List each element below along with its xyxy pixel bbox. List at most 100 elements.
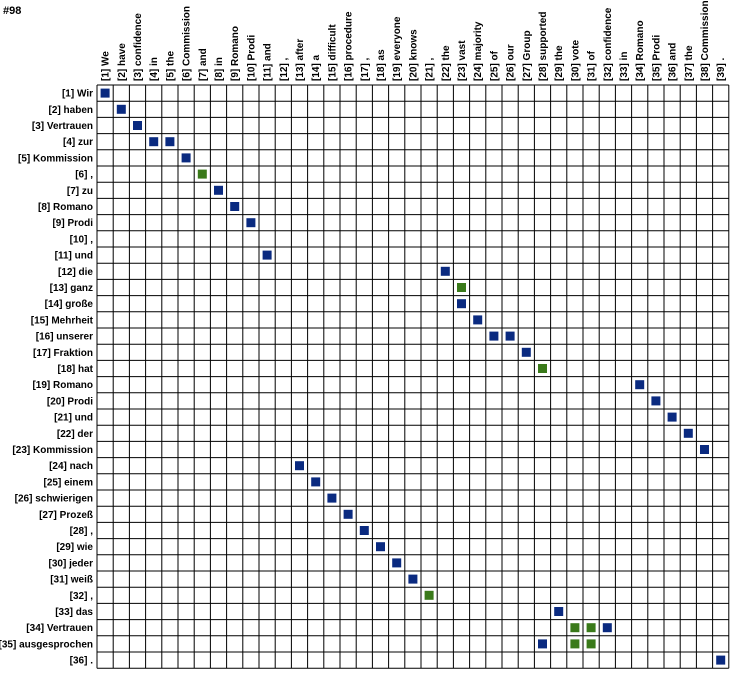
target-word-label: [26] our [506,44,517,81]
possible-alignment-mark [586,623,596,633]
sure-alignment-mark [343,509,353,519]
source-word-label: [29] wie [56,542,93,553]
target-word-label: [18] as [376,49,387,81]
source-word-label: [14] große [45,299,94,310]
possible-alignment-mark [586,639,596,649]
possible-alignment-mark [538,364,547,373]
target-word-label: [31] of [587,50,598,81]
sure-alignment-mark [181,153,191,163]
source-word-label: [33] das [55,607,93,618]
target-word-label: [36] and [668,43,679,81]
sure-alignment-mark [635,380,645,390]
sure-alignment-mark [408,574,418,584]
source-word-label: [36] . [70,656,94,667]
target-word-label: [32] confidence [603,7,614,81]
sure-alignment-mark [392,558,402,568]
target-word-label: [11] and [263,43,274,81]
source-word-label: [25] einem [44,477,94,488]
source-word-label: [10] , [70,234,94,245]
source-word-label: [13] ganz [50,283,93,294]
possible-alignment-mark [197,169,207,179]
sure-alignment-mark [311,477,321,487]
target-word-label: [4] in [149,57,160,81]
target-word-label: [6] Commission [182,6,193,81]
sure-alignment-mark [116,104,126,114]
target-word-label: [37] the [684,45,695,81]
target-word-label: [5] the [165,51,176,81]
possible-alignment-mark [457,283,466,292]
target-word-label: [17] , [360,57,371,81]
sure-alignment-mark [505,331,515,341]
sure-alignment-mark [359,526,369,535]
target-word-label: [3] confidence [133,13,144,81]
source-word-label: [9] Prodi [52,218,93,229]
target-word-label: [10] Prodi [246,35,257,81]
target-word-label: [27] Group [522,30,533,81]
source-word-label: [23] Kommission [12,445,93,456]
source-word-label: [32] , [70,591,94,602]
possible-alignment-mark [570,639,580,649]
source-word-label: [15] Mehrheit [31,315,94,326]
source-word-label: [4] zur [63,137,93,148]
source-word-label: [35] ausgesprochen [0,639,93,650]
source-word-label: [6] , [75,170,93,181]
source-word-label: [5] Kommission [18,153,93,164]
source-word-label: [2] haben [49,105,93,116]
source-word-label: [24] nach [49,461,93,472]
source-word-label: [11] und [55,251,93,262]
source-word-label: [17] Fraktion [33,348,93,359]
target-word-label: [33] in [619,52,630,81]
source-word-label: [7] zu [67,186,93,197]
sure-alignment-mark [683,428,693,438]
sure-alignment-mark [214,185,223,195]
sure-alignment-mark [457,299,466,309]
target-word-label: [13] after [295,39,306,81]
target-word-label: [24] majority [473,21,484,81]
source-word-label: [21] und [54,413,93,424]
target-word-label: [38] Commission [700,0,711,81]
sure-alignment-mark [376,542,385,552]
target-word-label: [28] supported [538,12,549,81]
source-word-label: [12] die [58,267,93,278]
source-word-label: [30] jeder [49,558,94,569]
sure-alignment-mark [716,655,726,665]
sure-alignment-mark [667,412,677,422]
source-word-label: [16] unserer [36,332,93,343]
source-word-label: [31] weiß [50,575,93,586]
sure-alignment-mark [473,315,483,325]
target-word-label: [8] in [214,57,225,81]
sure-alignment-mark [700,445,709,454]
target-word-label: [7] and [198,48,209,81]
sure-alignment-mark [230,202,240,211]
source-word-label: [34] Vertrauen [26,623,93,634]
sure-alignment-mark [327,493,337,503]
sure-alignment-mark [651,396,661,406]
sure-alignment-mark [295,461,304,471]
source-word-label: [18] hat [57,364,93,375]
target-word-label: [39] . [716,57,727,81]
target-word-label: [30] vote [570,39,581,81]
target-word-label: [19] everyone [392,16,403,81]
target-word-label: [35] Prodi [651,35,662,81]
sure-alignment-mark [262,250,272,260]
target-word-label: [15] difficult [327,24,338,81]
source-word-label: [3] Vertrauen [32,121,93,132]
possible-alignment-mark [424,590,434,600]
target-word-label: [16] procedure [344,11,355,81]
target-word-label: [12] , [279,57,290,81]
target-word-label: [20] knows [408,29,419,81]
sure-alignment-mark [246,218,256,228]
sure-alignment-mark [165,137,175,147]
sure-alignment-mark [521,347,531,357]
source-word-label: [8] Romano [38,202,93,213]
source-word-label: [20] Prodi [47,396,93,407]
target-word-label: [9] Romano [230,26,241,81]
source-word-label: [1] Wir [62,89,93,100]
sure-alignment-mark [133,121,142,130]
target-word-label: [34] Romano [635,20,646,81]
source-word-label: [28] , [70,526,94,537]
page-title: #98 [3,5,22,17]
sure-alignment-mark [149,137,159,147]
source-word-label: [19] Romano [32,380,93,391]
